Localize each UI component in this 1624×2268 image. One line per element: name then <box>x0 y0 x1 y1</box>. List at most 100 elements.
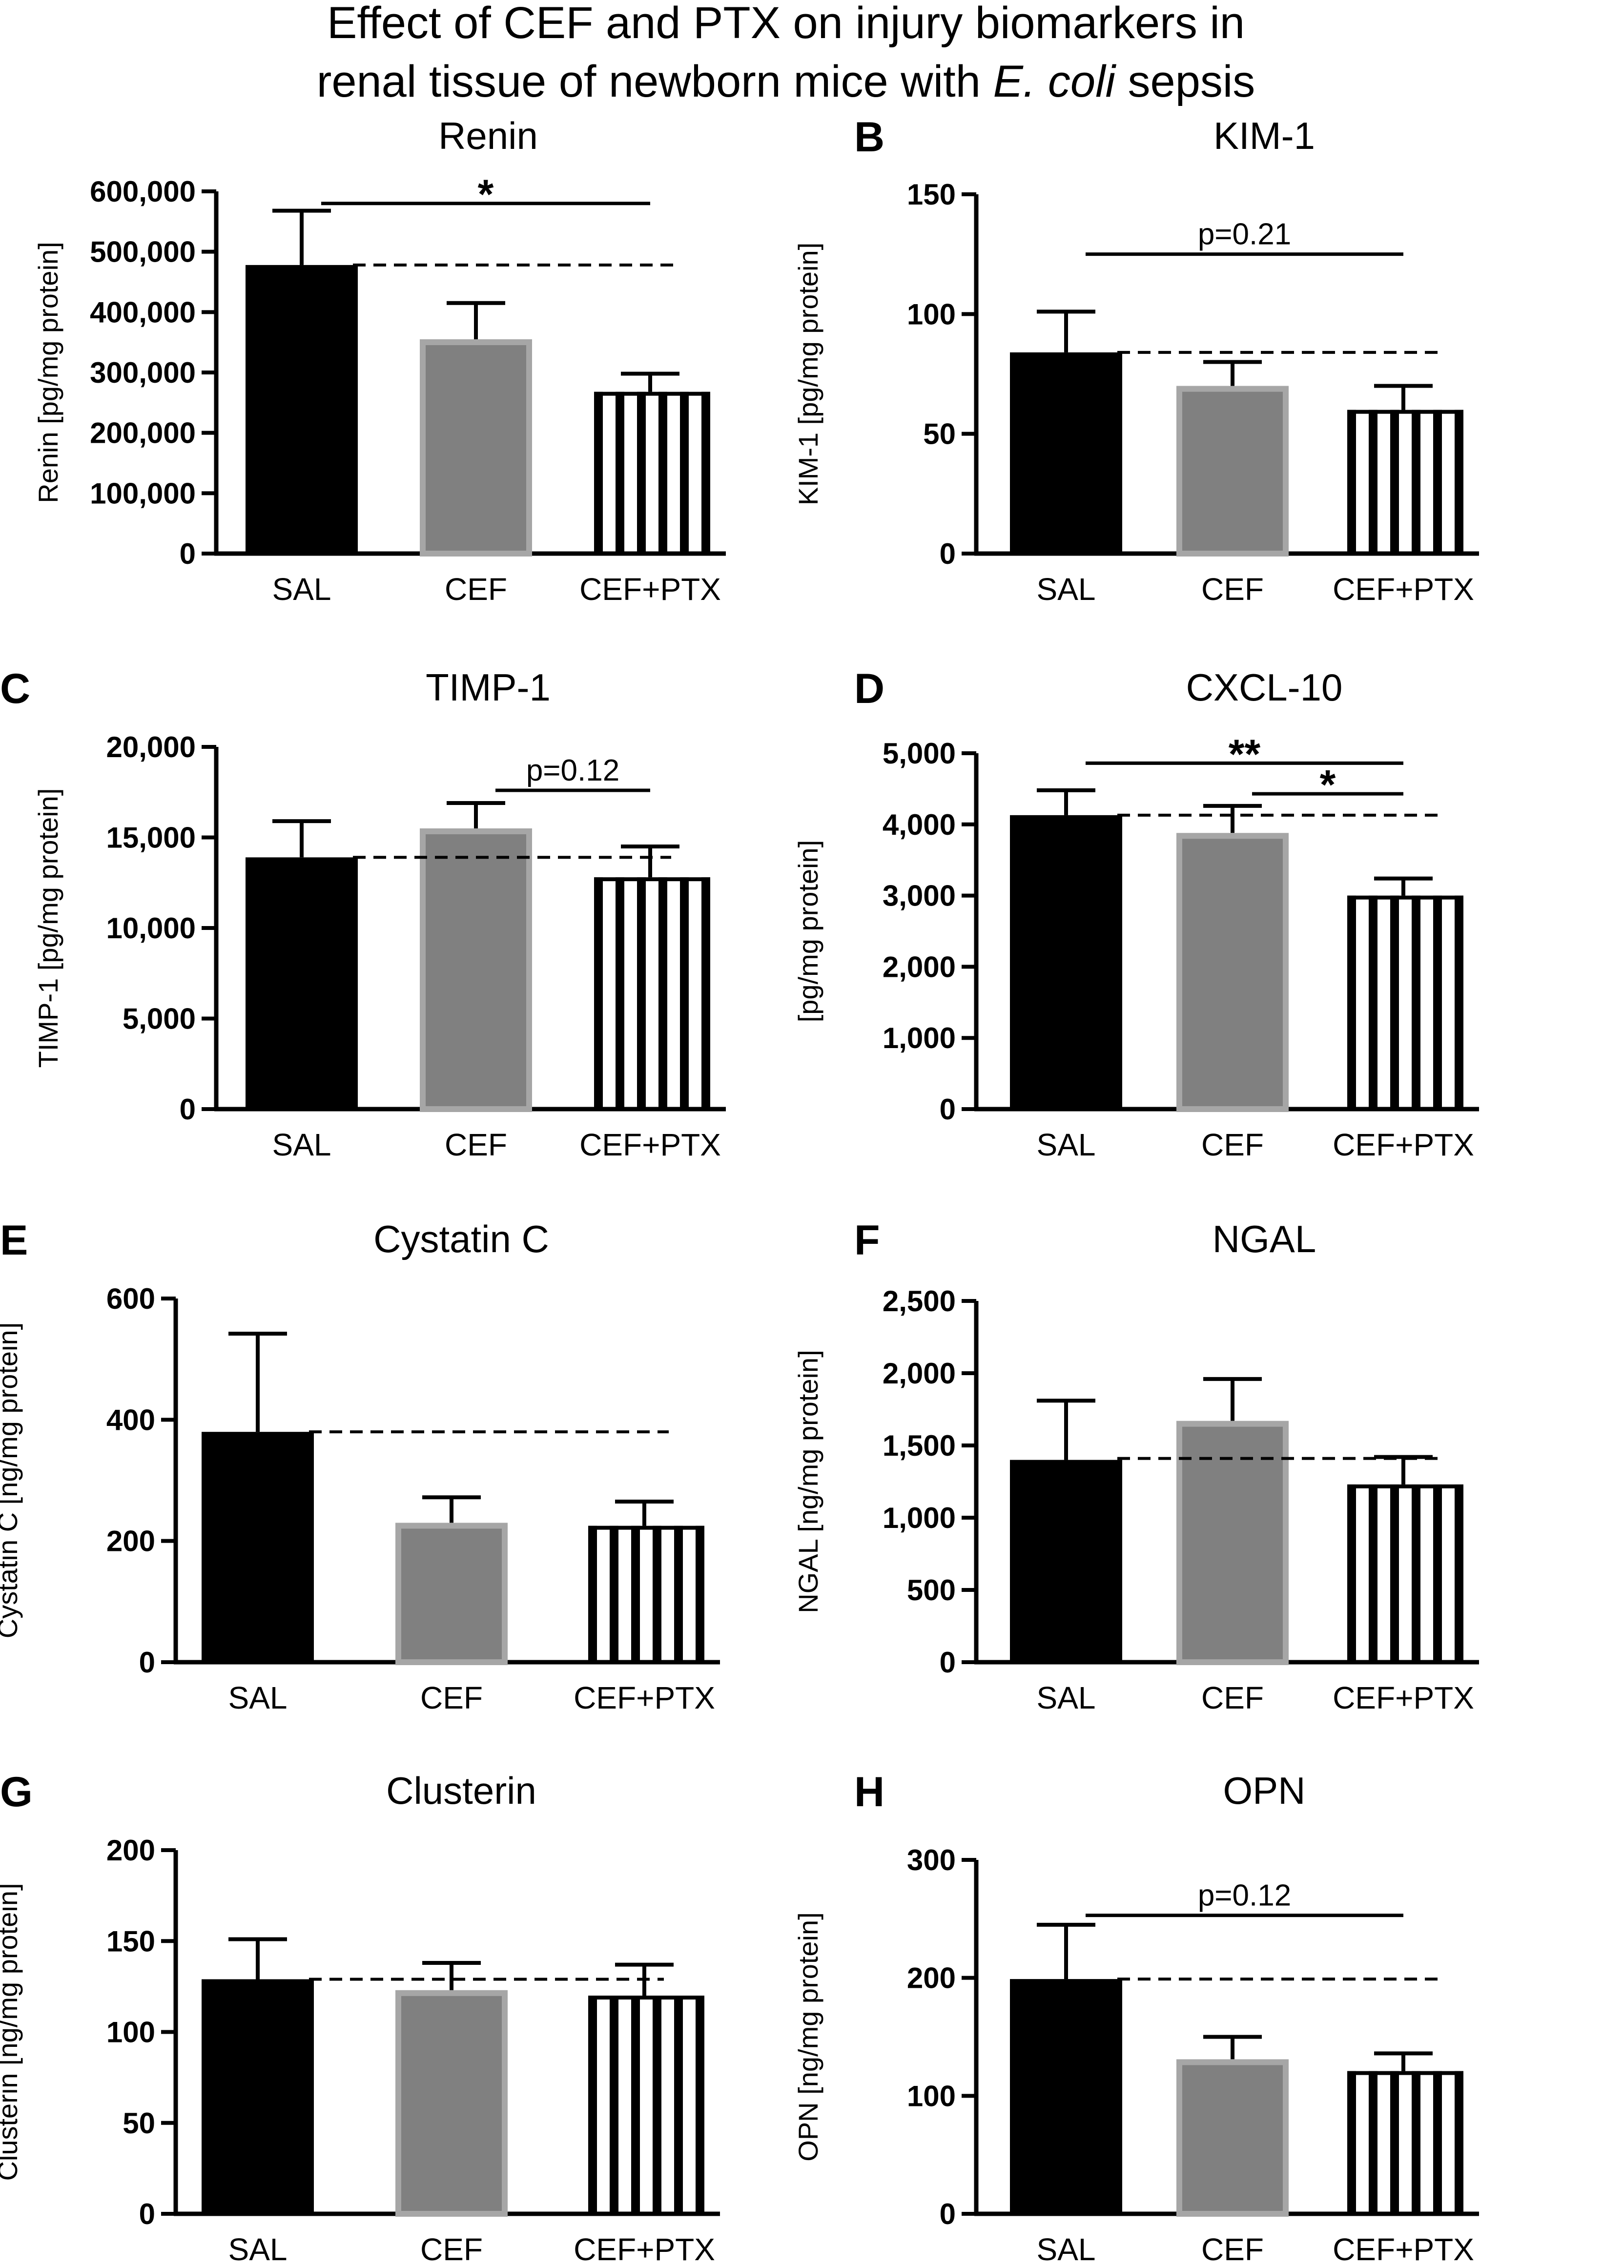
y-tick-label: 2,000 <box>883 1357 956 1390</box>
x-category-label: SAL <box>1037 2232 1096 2267</box>
bar-sal <box>202 1979 314 2214</box>
bar-stripe <box>658 392 667 554</box>
y-tick-label: 100 <box>106 2016 155 2049</box>
panel-title: Cystatin C <box>373 1217 549 1260</box>
bar-cef <box>1176 1421 1289 1665</box>
bar-stripe <box>674 1526 683 1662</box>
bar-stripe <box>680 392 689 554</box>
y-axis-label: Cystatin C [ng/mg protein] <box>0 1322 23 1638</box>
bar-stripe <box>1390 895 1399 1109</box>
bar-cef-ptx <box>1347 410 1463 554</box>
bar-stripe <box>1369 410 1377 554</box>
y-tick-label: 0 <box>940 1093 956 1126</box>
bar-cef <box>420 339 532 557</box>
x-category-label: CEF <box>445 572 507 607</box>
bar-cef-ptx <box>594 877 710 1109</box>
bar-stripe <box>653 1996 661 2214</box>
bar-stripe <box>1412 2071 1420 2214</box>
bar-stripe <box>1455 2071 1463 2214</box>
bar-stripe <box>616 392 624 554</box>
y-axis-label: Renin [pg/mg protein] <box>33 242 63 503</box>
bar-cef-ptx <box>594 392 710 554</box>
y-tick-label: 3,000 <box>883 880 956 912</box>
bar-stripe <box>637 392 646 554</box>
bar-stripe <box>1433 895 1442 1109</box>
bar-sal <box>246 857 358 1109</box>
bar-stripe <box>1390 1484 1399 1662</box>
panel-letter: D <box>854 665 884 712</box>
bar-cef <box>1176 833 1289 1112</box>
panel-letter: E <box>0 1217 28 1264</box>
y-tick-label: 50 <box>923 418 956 451</box>
bar-stripe <box>637 877 646 1109</box>
p-value-label: p=0.12 <box>1198 1879 1291 1913</box>
bar-stripe <box>680 877 689 1109</box>
panel-title: NGAL <box>1213 1217 1316 1260</box>
bar-stripe <box>588 1526 597 1662</box>
bar-cef-ptx <box>1347 1484 1463 1662</box>
y-tick-label: 0 <box>940 1646 956 1679</box>
bar-stripe <box>696 1996 704 2214</box>
bar-stripe <box>594 392 603 554</box>
y-tick-label: 4,000 <box>883 808 956 841</box>
significance-label: ** <box>1229 731 1261 777</box>
y-tick-label: 1,000 <box>883 1022 956 1054</box>
y-tick-label: 5,000 <box>123 1003 196 1035</box>
x-category-label: CEF <box>445 1127 507 1162</box>
panel-title: KIM-1 <box>1213 114 1315 157</box>
y-axis-label: NGAL [ng/mg protein] <box>793 1350 823 1613</box>
significance-label: * <box>478 171 494 217</box>
bar-stripe <box>1347 2071 1356 2214</box>
y-tick-label: 0 <box>940 2198 956 2230</box>
panel-a: Renin Renin [pg/mg protein] 0 100,000 200,00… <box>33 114 726 607</box>
bar-stripe <box>594 877 603 1109</box>
panel-title: CXCL-10 <box>1186 666 1343 709</box>
x-category-label: SAL <box>228 2232 288 2267</box>
y-axis-label: [pg/mg protein] <box>793 840 823 1023</box>
bar-sal <box>1010 815 1122 1109</box>
panel-c: C TIMP-1 TIMP-1 [pg/mg protein] 0 5,000 10,00… <box>0 665 726 1162</box>
y-tick-label: 100 <box>907 298 956 330</box>
y-tick-label: 600 <box>106 1282 155 1315</box>
bar-stripe <box>674 1996 683 2214</box>
x-category-label: CEF+PTX <box>1333 572 1474 607</box>
panel-letter: B <box>854 114 884 161</box>
x-category-label: SAL <box>228 1680 288 1715</box>
x-category-label: CEF+PTX <box>574 1680 715 1715</box>
panel-letter: F <box>854 1217 880 1264</box>
panel-title: TIMP-1 <box>426 666 551 709</box>
p-value-label: p=0.21 <box>1198 218 1291 251</box>
panel-f: F NGAL NGAL [ng/mg protein] 0 500 1,000 1,500 2… <box>793 1217 1479 1715</box>
y-tick-label: 300,000 <box>90 356 196 389</box>
bar-stripe <box>1455 410 1463 554</box>
bar-sal <box>1010 1460 1122 1662</box>
x-category-label: CEF+PTX <box>1333 1127 1474 1162</box>
y-axis-label: OPN [ng/mg protein] <box>793 1912 823 2161</box>
y-tick-label: 300 <box>907 1844 956 1876</box>
bar-stripe <box>1390 410 1399 554</box>
bar-cef <box>395 1523 508 1666</box>
bar-stripe <box>1455 895 1463 1109</box>
y-tick-label: 0 <box>139 1646 155 1679</box>
figure-title-line-1: Effect of CEF and PTX on injury biomarke… <box>327 0 1245 48</box>
bar-stripe <box>696 1526 704 1662</box>
panel-title: Renin <box>438 114 538 157</box>
x-category-label: SAL <box>272 1127 331 1162</box>
y-tick-label: 200 <box>106 1525 155 1558</box>
panel-g: G Clusterin Clusterin [ng/mg protein] 0 50 10… <box>0 1769 720 2267</box>
bar-stripe <box>701 392 710 554</box>
bar-stripe <box>1412 895 1420 1109</box>
panels-group: Renin Renin [pg/mg protein] 0 100,000 200,00… <box>0 114 1479 2267</box>
bar-stripe <box>1347 895 1356 1109</box>
x-category-label: SAL <box>1037 1127 1096 1162</box>
bar-stripe <box>1369 2071 1377 2214</box>
y-tick-label: 500 <box>907 1574 956 1607</box>
bar-cef-ptx <box>1347 2071 1463 2214</box>
y-tick-label: 150 <box>106 1925 155 1958</box>
y-tick-label: 100,000 <box>90 477 196 510</box>
x-category-label: CEF+PTX <box>579 1127 721 1162</box>
bar-cef-ptx <box>1347 895 1463 1109</box>
y-axis-label: Clusterin [ng/mg protein] <box>0 1883 23 2181</box>
bar-stripe <box>1433 1484 1442 1662</box>
bar-stripe <box>1390 2071 1399 2214</box>
